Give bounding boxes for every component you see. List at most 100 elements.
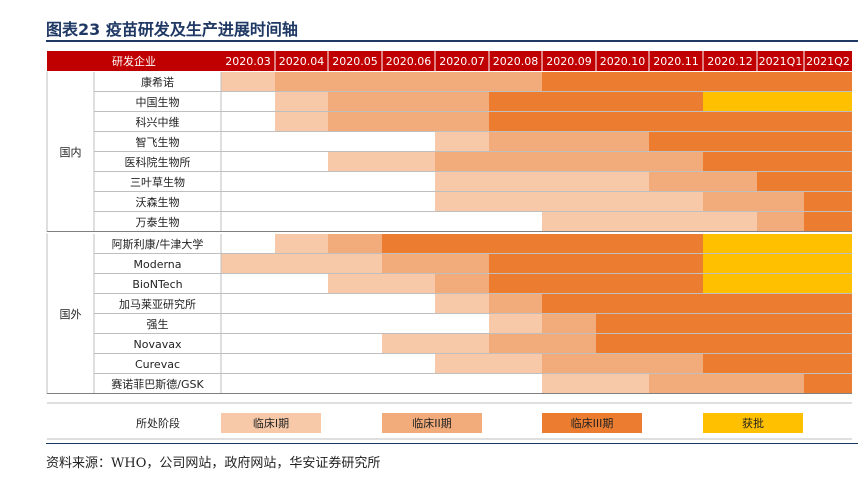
stage-cell: [596, 112, 649, 131]
stage-cell: [804, 92, 852, 111]
legend-label: 获批: [742, 416, 764, 430]
company-label: Curevac: [135, 358, 180, 371]
stage-cell: [542, 314, 596, 333]
company-label: 阿斯利康/牛津大学: [112, 237, 204, 251]
stage-cell: [596, 254, 649, 273]
source-note: 资料来源：WHO，公司网站，政府网站，华安证券研究所: [46, 456, 381, 471]
period-label: 2020.07: [439, 55, 485, 68]
header-bar: [47, 51, 852, 71]
stage-cell: [757, 254, 804, 273]
stage-cell: [757, 152, 804, 171]
stage-cell: [489, 172, 542, 191]
stage-cell: [804, 234, 852, 253]
legend-swatch: [382, 413, 482, 433]
stage-cell: [328, 72, 382, 91]
source-divider: [46, 443, 858, 444]
stage-cell: [435, 274, 489, 293]
stage-cell: [703, 274, 757, 293]
stage-cell: [542, 72, 596, 91]
stage-cell: [596, 212, 649, 231]
stage-cell: [542, 374, 596, 393]
stage-cell: [703, 112, 757, 131]
stage-cell: [703, 234, 757, 253]
stage-cell: [435, 294, 489, 313]
stage-cell: [221, 254, 275, 273]
period-label: 2020.05: [332, 55, 378, 68]
stage-cell: [596, 192, 649, 211]
stage-cell: [542, 294, 596, 313]
stage-cell: [649, 172, 703, 191]
period-label: 2021Q2: [806, 55, 850, 68]
company-label: 智飞生物: [136, 135, 180, 149]
group-label: 国外: [60, 308, 82, 321]
stage-cell: [542, 172, 596, 191]
stage-cell: [435, 152, 489, 171]
stage-cell: [382, 92, 435, 111]
period-label: 2020.10: [600, 55, 646, 68]
stage-cell: [328, 254, 382, 273]
stage-cell: [703, 92, 757, 111]
stage-cell: [489, 294, 542, 313]
stage-cell: [542, 112, 596, 131]
stage-cell: [382, 112, 435, 131]
stage-cell: [757, 132, 804, 151]
stage-cell: [382, 72, 435, 91]
stage-cell: [221, 72, 275, 91]
stage-cell: [757, 354, 804, 373]
stage-cell: [596, 294, 649, 313]
stage-cell: [757, 92, 804, 111]
stage-cell: [649, 192, 703, 211]
stage-cell: [649, 132, 703, 151]
legend-title: 所处阶段: [136, 416, 180, 430]
stage-cell: [596, 92, 649, 111]
period-label: 2020.08: [493, 55, 539, 68]
stage-cell: [596, 274, 649, 293]
stage-cell: [328, 152, 382, 171]
stage-cell: [649, 374, 703, 393]
stage-cell: [435, 354, 489, 373]
stage-cell: [804, 172, 852, 191]
stage-cell: [649, 92, 703, 111]
company-label: 中国生物: [136, 95, 180, 109]
stage-cell: [489, 72, 542, 91]
company-label: 科兴中维: [136, 115, 180, 129]
stage-cell: [649, 254, 703, 273]
stage-cell: [804, 72, 852, 91]
stage-cell: [804, 254, 852, 273]
stage-cell: [328, 92, 382, 111]
stage-cell: [435, 72, 489, 91]
stage-cell: [435, 254, 489, 273]
stage-cell: [757, 334, 804, 353]
stage-cell: [382, 274, 435, 293]
stage-cell: [542, 334, 596, 353]
stage-cell: [703, 374, 757, 393]
group-label: 国内: [60, 145, 82, 159]
stage-cell: [542, 212, 596, 231]
company-label: 医科院生物所: [125, 155, 191, 169]
stage-cell: [489, 192, 542, 211]
legend-label: 临床II期: [412, 416, 452, 430]
stage-cell: [649, 274, 703, 293]
stage-cell: [804, 294, 852, 313]
stage-cell: [703, 192, 757, 211]
stage-cell: [703, 172, 757, 191]
stage-cell: [757, 314, 804, 333]
period-label: 2020.09: [546, 55, 592, 68]
stage-cell: [275, 254, 328, 273]
stage-cell: [804, 112, 852, 131]
stage-cell: [596, 72, 649, 91]
period-label: 2020.12: [707, 55, 753, 68]
stage-cell: [275, 112, 328, 131]
company-label: 强生: [147, 317, 169, 331]
stage-cell: [489, 92, 542, 111]
stage-cell: [703, 314, 757, 333]
stage-cell: [435, 192, 489, 211]
stage-cell: [275, 234, 328, 253]
stage-cell: [649, 72, 703, 91]
stage-cell: [489, 274, 542, 293]
stage-cell: [703, 132, 757, 151]
stage-cell: [649, 334, 703, 353]
stage-cell: [757, 234, 804, 253]
stage-cell: [489, 334, 542, 353]
